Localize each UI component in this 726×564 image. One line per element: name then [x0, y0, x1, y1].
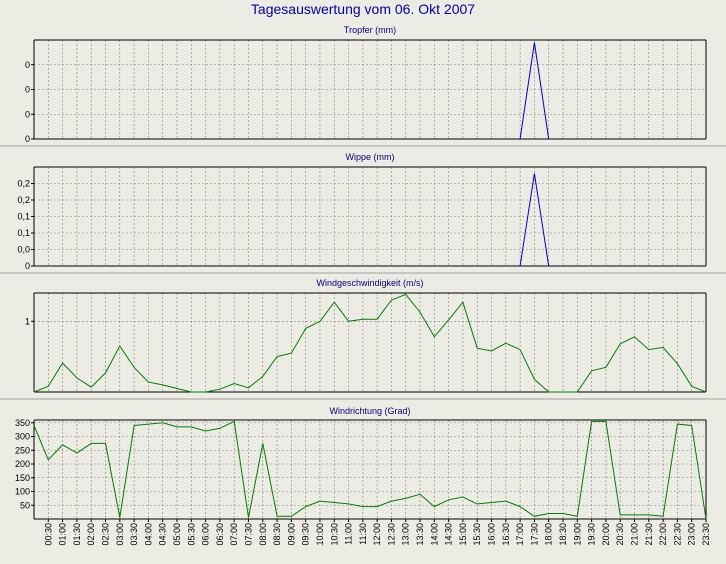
y-tick-label: 0 — [25, 109, 30, 119]
x-tick-label: 10:00 — [315, 523, 325, 546]
x-tick-label: 22:00 — [658, 523, 668, 546]
y-tick-label: 0,1 — [17, 212, 30, 222]
x-tick-label: 02:00 — [86, 523, 96, 546]
x-tick-label: 00:30 — [43, 523, 53, 546]
x-tick-label: 21:30 — [644, 523, 654, 546]
panel-title: Tropfer (mm) — [344, 25, 396, 35]
x-tick-label: 11:30 — [358, 523, 368, 545]
x-tick-label: 21:00 — [630, 523, 640, 546]
x-tick-label: 23:30 — [701, 523, 711, 546]
x-tick-label: 03:00 — [115, 523, 125, 546]
x-tick-label: 20:00 — [601, 523, 611, 546]
chart-panel-3: 1 Windgeschwindigkeit (m/s) — [0, 278, 726, 400]
series-line — [33, 420, 707, 520]
series-line — [519, 42, 550, 140]
x-tick-label: 14:30 — [444, 523, 454, 546]
x-tick-label: 15:00 — [458, 523, 468, 546]
y-tick-label: 200 — [15, 459, 30, 469]
x-tick-label: 18:00 — [544, 523, 554, 546]
plot-area — [34, 293, 706, 392]
x-tick-label: 17:30 — [529, 523, 539, 546]
panel-title: Windrichtung (Grad) — [329, 406, 410, 416]
x-tick-label: 20:30 — [615, 523, 625, 546]
x-tick-label: 12:00 — [372, 523, 382, 546]
y-tick-label: 50 — [20, 500, 30, 510]
x-tick-label: 05:00 — [172, 523, 182, 546]
x-tick-label: 09:30 — [301, 523, 311, 546]
x-tick-label: 16:00 — [487, 523, 497, 546]
y-tick-label: 0 — [25, 261, 30, 271]
y-tick-label: 350 — [15, 418, 30, 428]
x-tick-label: 02:30 — [100, 523, 110, 546]
y-tick-label: 250 — [15, 445, 30, 455]
x-tick-label: 06:00 — [201, 523, 211, 546]
x-tick-label: 07:30 — [243, 523, 253, 546]
x-tick-label: 19:00 — [572, 523, 582, 546]
x-tick-label: 12:30 — [386, 523, 396, 546]
y-tick-label: 0 — [25, 134, 30, 144]
x-tick-label: 22:30 — [672, 523, 682, 546]
chart-panel-1: 0 0 0 0 Tropfer (mm) — [0, 25, 726, 147]
series-line — [519, 173, 550, 267]
y-tick-label: 0,0 — [17, 245, 30, 255]
x-tick-label: 14:00 — [429, 523, 439, 546]
x-tick-label: 04:00 — [143, 523, 153, 546]
y-tick-label: 0,2 — [17, 195, 30, 205]
x-tick-label: 07:00 — [229, 523, 239, 546]
x-tick-label: 13:30 — [415, 523, 425, 546]
x-tick-label: 10:30 — [329, 523, 339, 546]
y-tick-label: 100 — [15, 487, 30, 497]
plot-area — [34, 420, 706, 519]
panel-title: Windgeschwindigkeit (m/s) — [316, 278, 423, 288]
y-tick-label: 150 — [15, 473, 30, 483]
y-tick-label: 0 — [25, 60, 30, 70]
x-tick-label: 05:30 — [186, 523, 196, 546]
x-tick-label: 04:30 — [158, 523, 168, 546]
x-tick-label: 23:00 — [687, 523, 697, 546]
y-tick-label: 300 — [15, 432, 30, 442]
x-tick-label: 18:30 — [558, 523, 568, 546]
x-tick-label: 01:30 — [72, 523, 82, 546]
chart-panel-2: 0 0,0 0,1 0,1 0,2 0,2 Wippe (mm) — [0, 152, 726, 274]
x-tick-label: 03:30 — [129, 523, 139, 546]
y-tick-label: 0,1 — [17, 228, 30, 238]
x-tick-label: 09:00 — [286, 523, 296, 546]
series-line — [33, 293, 707, 393]
y-tick-label: 0,2 — [17, 179, 30, 189]
panel-title: Wippe (mm) — [346, 152, 395, 162]
y-tick-label: 0 — [25, 85, 30, 95]
x-tick-label: 08:00 — [258, 523, 268, 546]
x-tick-label: 16:30 — [501, 523, 511, 546]
x-tick-label: 01:00 — [58, 523, 68, 546]
x-tick-label: 19:30 — [587, 523, 597, 546]
x-tick-label: 11:00 — [344, 523, 354, 545]
main-title: Tagesauswertung vom 06. Okt 2007 — [250, 1, 476, 17]
x-tick-label: 08:30 — [272, 523, 282, 546]
chart-panel-4: 50 100 150 200 250 300 350 Windrichtung (Grad) 0… — [15, 406, 711, 546]
y-tick-label: 1 — [25, 316, 30, 326]
x-tick-label: 13:00 — [401, 523, 411, 546]
x-tick-label: 17:00 — [515, 523, 525, 546]
x-tick-label: 15:30 — [472, 523, 482, 546]
x-tick-label: 06:30 — [215, 523, 225, 546]
